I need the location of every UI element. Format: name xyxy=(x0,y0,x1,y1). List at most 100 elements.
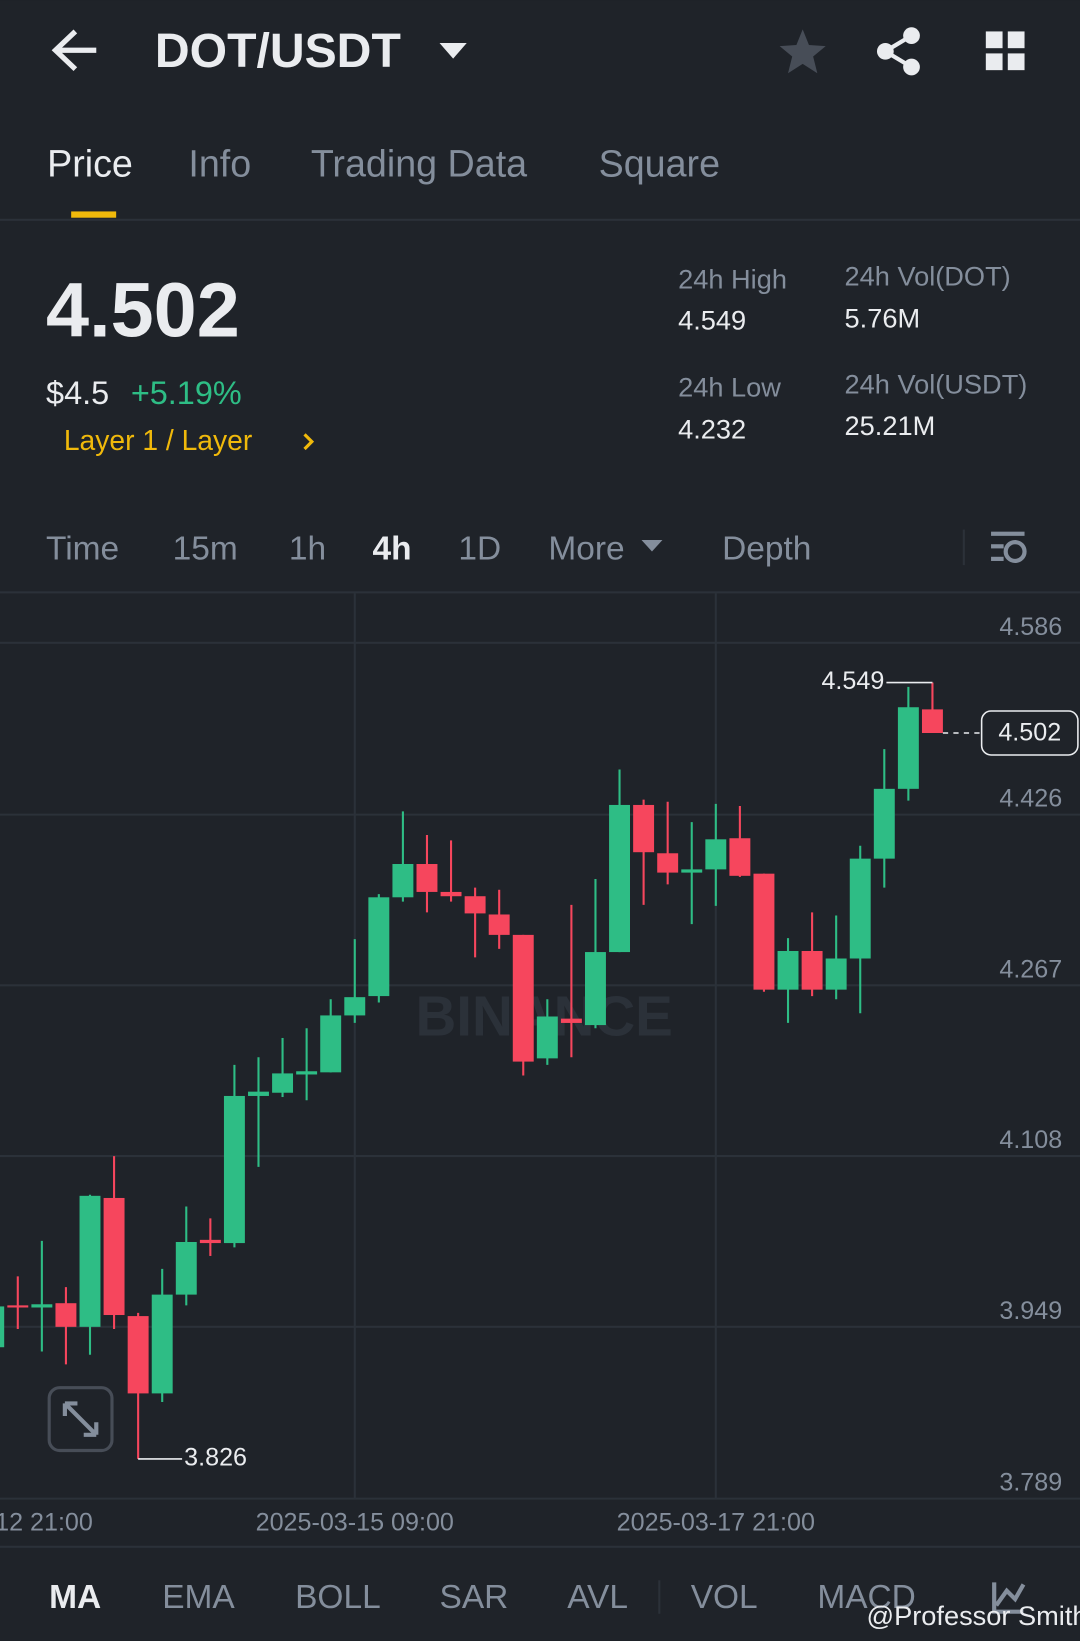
candle-body xyxy=(223,1095,245,1244)
candle-body xyxy=(103,1197,125,1316)
y-tick-label: 3.789 xyxy=(999,1469,1062,1497)
candle-body xyxy=(31,1304,53,1308)
candle-body xyxy=(705,839,727,870)
watermark: @Professor Smith xyxy=(867,1600,1080,1631)
x-tick-label: 2025-03-17 21:00 xyxy=(617,1508,815,1536)
category-tag[interactable]: Layer 1 / Layer xyxy=(64,424,252,456)
last-price: 4.502 xyxy=(46,268,240,354)
last-price-box xyxy=(980,710,1079,756)
y-tick-label: 4.586 xyxy=(999,613,1062,641)
indicator[interactable]: MACD xyxy=(817,1579,916,1616)
x-tick-label: 2025-03-15 09:00 xyxy=(256,1508,454,1536)
expand-button[interactable] xyxy=(47,1386,114,1453)
stat-value: 25.21M xyxy=(845,410,936,441)
interval[interactable]: 4h xyxy=(373,530,412,567)
grid-icon[interactable] xyxy=(985,31,1025,71)
tab[interactable]: Square xyxy=(599,142,720,184)
candle-body xyxy=(536,1016,558,1059)
stat-label: 24h Low xyxy=(678,372,781,403)
share-icon[interactable] xyxy=(876,27,920,76)
indicator[interactable]: AVL xyxy=(567,1579,628,1616)
divider xyxy=(0,1545,1080,1548)
indicator[interactable]: EMA xyxy=(162,1579,235,1616)
y-tick-label: 4.108 xyxy=(999,1126,1062,1154)
divider xyxy=(962,529,965,566)
candle-body xyxy=(849,858,871,959)
stat-label: 24h Vol(DOT) xyxy=(845,261,1011,292)
candle-body xyxy=(657,853,679,873)
last-price-label: 4.502 xyxy=(998,719,1061,747)
candle-body xyxy=(7,1305,29,1308)
candle-body xyxy=(175,1241,197,1295)
favorite-icon[interactable] xyxy=(779,29,826,74)
x-tick-label: 2025-03-12 21:00 xyxy=(0,1508,93,1536)
interval[interactable]: 1h xyxy=(289,530,326,567)
stat-value: 4.232 xyxy=(678,413,746,444)
candle-body xyxy=(248,1091,269,1096)
candle-body xyxy=(609,804,630,953)
usd-price: $4.5 xyxy=(46,375,109,411)
candle-body xyxy=(873,788,895,859)
divider xyxy=(0,218,1080,221)
stat-value: 4.549 xyxy=(678,305,746,336)
stat-label: 24h High xyxy=(678,264,787,295)
high-label: 4.549 xyxy=(821,667,884,695)
candle-body xyxy=(488,914,510,935)
y-tick-label: 4.426 xyxy=(999,785,1062,813)
candlestick-chart: 3.789 3.949 4.108 4.267 4.426 4.586 2025-03-12… xyxy=(0,593,1080,1536)
indicator-settings-icon[interactable] xyxy=(992,1582,1026,1614)
candle-body xyxy=(825,958,847,990)
stat-value: 5.76M xyxy=(845,302,921,333)
indicator[interactable]: SAR xyxy=(440,1579,509,1616)
candle-body xyxy=(320,1015,342,1073)
candle-body xyxy=(560,1018,582,1023)
tab[interactable]: Info xyxy=(188,142,251,184)
interval[interactable]: Depth xyxy=(722,530,811,567)
pair-title[interactable]: DOT/USDT xyxy=(155,24,401,78)
candle-body xyxy=(127,1316,149,1394)
tab-indicator xyxy=(71,211,117,218)
candle-body xyxy=(464,896,486,914)
divider xyxy=(0,591,1080,594)
candle-body xyxy=(512,934,534,1062)
candle-body xyxy=(0,1306,5,1348)
candle-body xyxy=(199,1239,221,1244)
candle-body xyxy=(392,864,414,898)
divider xyxy=(658,1580,661,1614)
y-tick-label: 4.267 xyxy=(999,955,1062,983)
price-change: +5.19% xyxy=(131,375,242,411)
interval[interactable]: More xyxy=(548,530,624,567)
more-caret[interactable] xyxy=(641,540,663,552)
candle-body xyxy=(151,1294,173,1394)
candle-body xyxy=(753,873,775,990)
candle-body xyxy=(777,950,799,990)
candle-body xyxy=(296,1071,318,1075)
interval[interactable]: 1D xyxy=(458,530,501,567)
candle-body xyxy=(729,838,751,876)
candle-body xyxy=(344,997,366,1016)
candle-body xyxy=(79,1195,101,1327)
candle-body xyxy=(681,869,703,873)
interval[interactable]: 15m xyxy=(173,530,238,567)
stat-label: 24h Vol(USDT) xyxy=(845,368,1028,399)
tab[interactable]: Price xyxy=(47,142,133,184)
tab[interactable]: Trading Data xyxy=(311,142,527,184)
indicator[interactable]: BOLL xyxy=(295,1579,381,1616)
low-label: 3.826 xyxy=(184,1444,247,1472)
interval[interactable]: Time xyxy=(46,530,119,567)
candle-body xyxy=(801,950,823,990)
candle-body xyxy=(585,952,606,1026)
candle-body xyxy=(272,1073,294,1093)
back-button[interactable] xyxy=(51,29,97,72)
pair-caret[interactable] xyxy=(439,42,467,59)
indicator[interactable]: VOL xyxy=(691,1579,758,1616)
chart-settings-icon[interactable] xyxy=(991,531,1027,564)
candle-body xyxy=(633,804,655,853)
candle-body xyxy=(416,864,438,892)
tag-chevron[interactable] xyxy=(303,433,315,451)
candle-body xyxy=(440,891,462,897)
indicator[interactable]: MA xyxy=(49,1579,101,1616)
candle-body xyxy=(55,1303,77,1327)
